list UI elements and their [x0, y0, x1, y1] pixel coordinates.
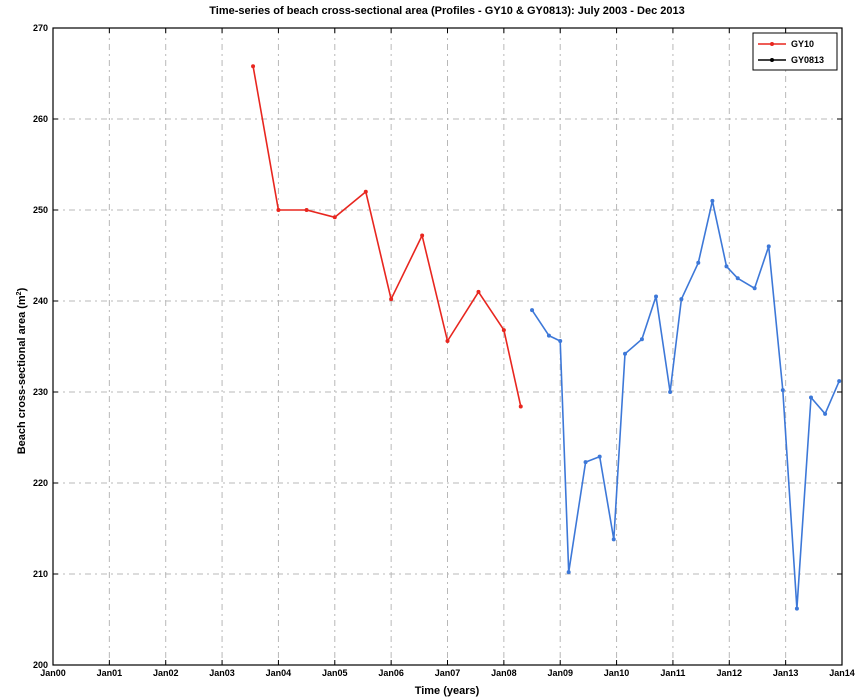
data-point: [251, 64, 256, 69]
x-tick-label: Jan11: [660, 668, 685, 678]
data-point: [611, 537, 616, 542]
data-point: [780, 388, 785, 393]
x-tick-label: Jan10: [604, 668, 630, 678]
data-point: [735, 276, 740, 281]
data-point: [696, 260, 701, 265]
y-tick-label: 250: [33, 205, 48, 215]
data-point: [597, 454, 602, 459]
x-tick-label: Jan07: [435, 668, 461, 678]
data-point: [558, 339, 563, 344]
data-point: [332, 215, 337, 220]
series-lines: [251, 64, 842, 611]
x-tick-label: Jan06: [378, 668, 404, 678]
data-point: [623, 351, 628, 356]
legend: GY10 GY0813: [752, 32, 838, 71]
data-point: [389, 297, 394, 302]
x-tick-label: Jan13: [773, 668, 799, 678]
x-tick-label: Jan08: [491, 668, 517, 678]
data-point: [546, 333, 551, 338]
data-point: [794, 606, 799, 611]
legend-swatch-marker: [770, 58, 774, 62]
data-point: [679, 297, 684, 302]
data-point: [304, 208, 309, 212]
y-tick-label: 220: [33, 478, 48, 488]
y-axis-label: Beach cross-sectional area (m2): [16, 287, 28, 454]
data-point: [654, 294, 659, 299]
data-point: [639, 337, 644, 342]
y-axis-label-close: ): [16, 287, 28, 291]
x-tick-labels: Jan00 Jan01 Jan02 Jan03 Jan04 Jan05 Jan06 Jan07…: [40, 668, 855, 678]
x-tick-label: Jan09: [547, 668, 573, 678]
x-tick-label: Jan14: [829, 668, 855, 678]
data-point: [566, 570, 571, 575]
data-point: [445, 339, 450, 344]
series-gy10: [251, 64, 523, 409]
series-line: [252, 66, 522, 407]
y-tick-label: 230: [33, 387, 48, 397]
data-point: [809, 395, 814, 400]
series-gy0813: [530, 198, 842, 611]
x-tick-label: Jan02: [153, 668, 179, 678]
y-tick-label: 210: [33, 569, 48, 579]
legend-label: GY10: [791, 39, 814, 49]
data-point: [501, 328, 506, 333]
y-tick-label: 270: [33, 23, 48, 33]
data-point: [724, 264, 729, 269]
data-point: [823, 411, 828, 416]
x-tick-label: Jan04: [266, 668, 292, 678]
legend-label: GY0813: [791, 55, 824, 65]
x-axis-label: Time (years): [415, 685, 480, 697]
plot-area-border: [52, 27, 843, 666]
x-tick-label: Jan03: [209, 668, 235, 678]
gridlines: [53, 28, 842, 665]
x-tick-label: Jan00: [40, 668, 66, 678]
y-tick-label: 260: [33, 114, 48, 124]
data-point: [710, 198, 715, 203]
data-point: [837, 379, 842, 384]
data-point: [530, 308, 535, 313]
x-tick-label: Jan01: [97, 668, 123, 678]
series-line: [531, 200, 840, 610]
data-point: [752, 286, 757, 291]
data-point: [668, 390, 673, 394]
legend-swatch-marker: [770, 42, 774, 46]
y-tick-labels: 200 210 220 230 240 250 260 270: [33, 23, 48, 670]
data-point: [766, 244, 771, 249]
data-point: [518, 404, 523, 409]
data-point: [476, 289, 481, 294]
data-point: [583, 460, 588, 465]
legend-box: [752, 32, 838, 71]
y-axis-label-main: Beach cross-sectional area (m: [16, 295, 28, 454]
y-tick-label: 200: [33, 660, 48, 670]
x-tick-label: Jan05: [322, 668, 348, 678]
y-axis-label-exponent: 2: [16, 291, 23, 295]
tick-marks: [52, 27, 843, 666]
chart-title: Time-series of beach cross-sectional are…: [209, 5, 684, 17]
x-tick-label: Jan12: [717, 668, 743, 678]
data-point: [363, 189, 368, 194]
data-point: [420, 233, 425, 238]
data-point: [276, 208, 281, 212]
y-tick-label: 240: [33, 296, 48, 306]
